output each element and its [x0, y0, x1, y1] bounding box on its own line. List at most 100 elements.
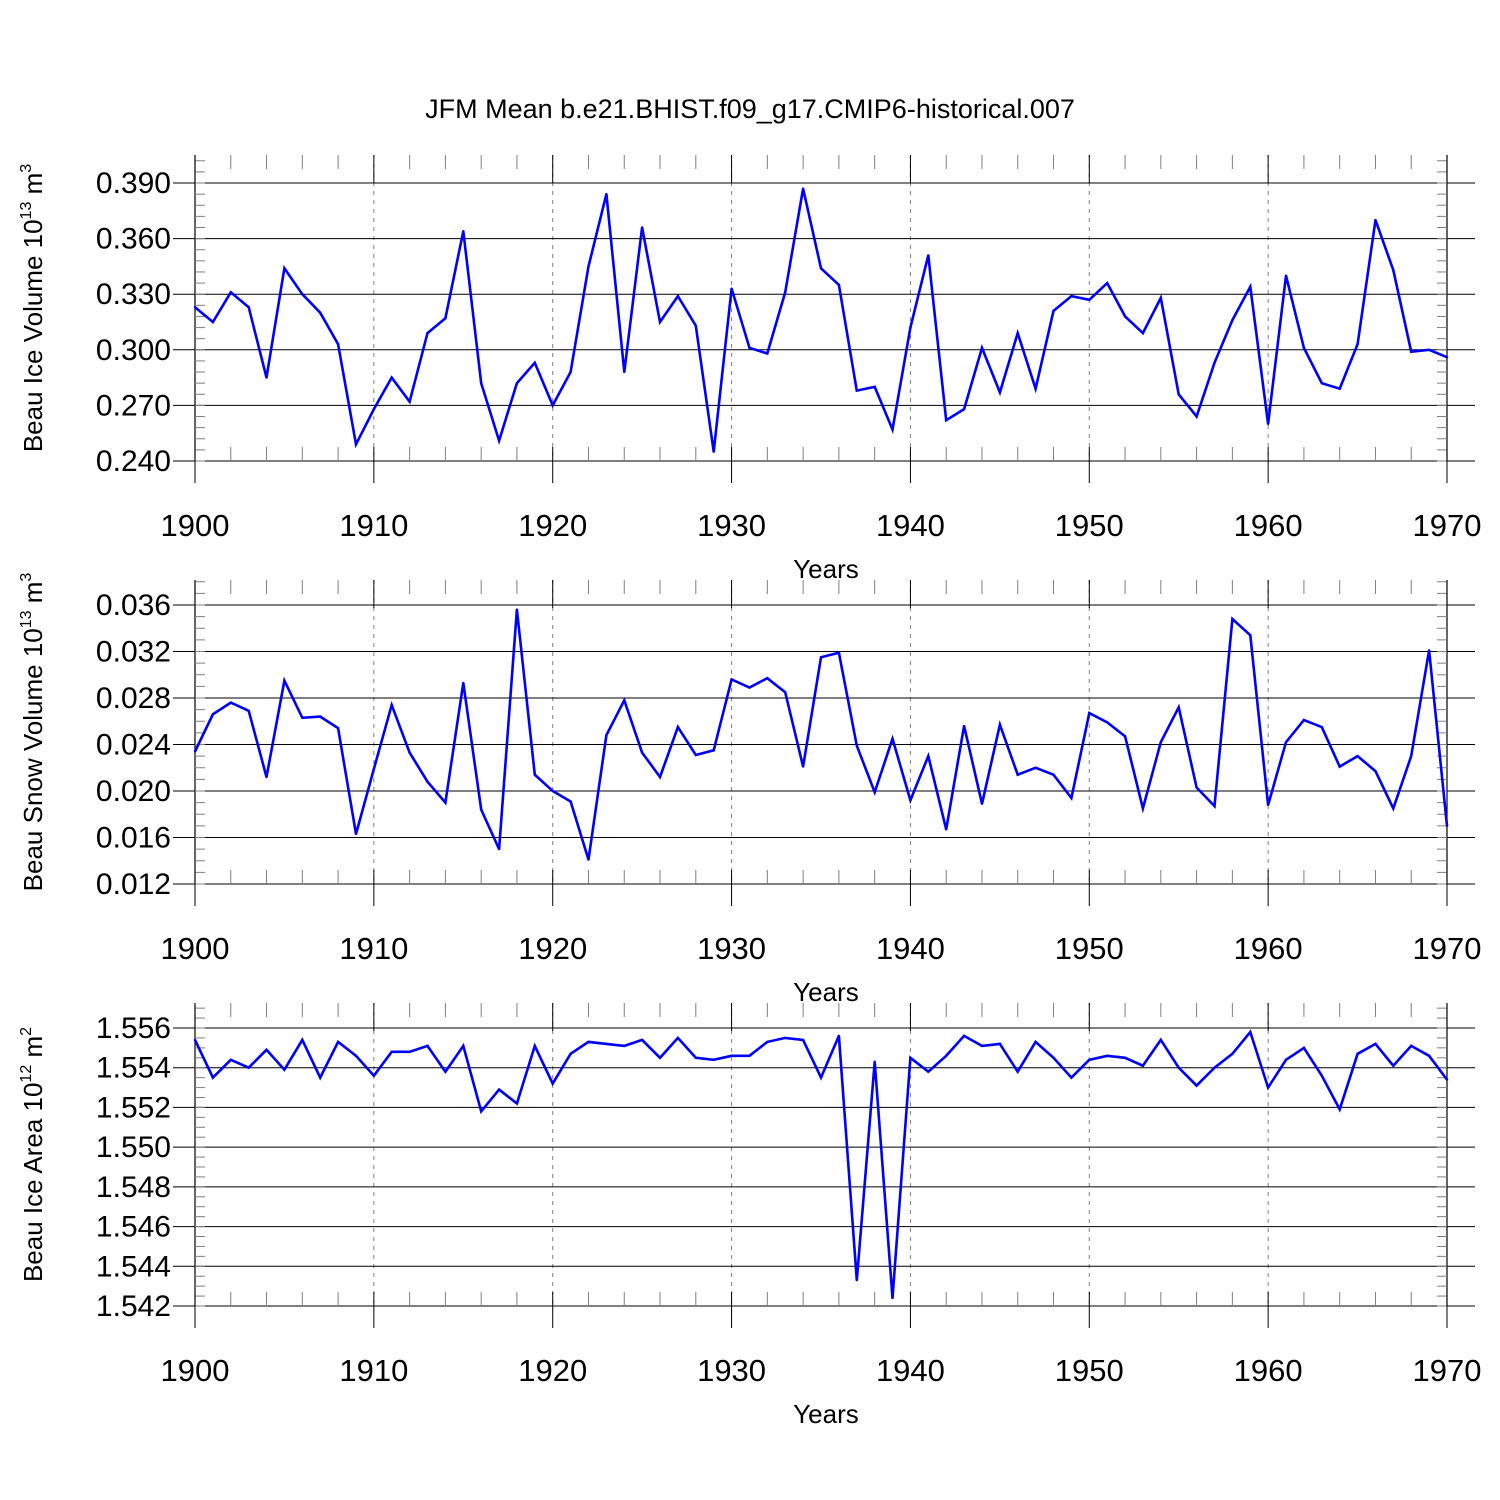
data-point: [283, 679, 286, 682]
data-point: [1445, 356, 1449, 359]
x-tick-label: 1940: [876, 508, 945, 543]
x-tick-label: 1900: [161, 508, 230, 543]
y-axis-label-superscript: 2: [18, 1027, 35, 1036]
data-point: [1231, 1052, 1234, 1056]
x-tick-label: 1930: [697, 1353, 766, 1388]
y-tick-label: 1.552: [96, 1091, 171, 1124]
data-point: [801, 187, 805, 190]
x-tick-label: 1970: [1413, 508, 1482, 543]
data-point: [945, 828, 948, 831]
data-point: [1088, 711, 1091, 715]
data-point: [1338, 765, 1341, 768]
data-point: [766, 352, 769, 355]
data-point: [1302, 346, 1306, 350]
data-point: [319, 311, 322, 314]
y-tick-label: 0.360: [96, 223, 171, 256]
data-point: [587, 265, 590, 268]
data-point: [265, 1048, 268, 1052]
data-point: [980, 802, 984, 805]
data-point: [283, 1068, 286, 1071]
data-point: [605, 192, 608, 196]
data-point: [426, 780, 429, 783]
data-point: [533, 773, 537, 776]
y-tick-label: 1.554: [96, 1052, 171, 1085]
y-tick-label: 0.032: [96, 636, 171, 669]
data-point: [1427, 649, 1431, 652]
data-point: [1374, 1042, 1377, 1046]
data-point: [497, 439, 501, 442]
data-point: [1034, 766, 1037, 769]
y-tick-label: 0.024: [96, 729, 171, 762]
data-point: [1177, 1066, 1180, 1069]
data-point: [1266, 803, 1270, 807]
data-point: [1105, 1054, 1109, 1058]
data-point: [247, 305, 250, 309]
data-point: [301, 716, 304, 719]
x-tick-label: 1910: [339, 1353, 408, 1388]
data-point: [1302, 718, 1306, 722]
data-point: [336, 1040, 340, 1044]
y-tick-label: 0.036: [96, 589, 171, 622]
series-line: [193, 1029, 1449, 1299]
y-tick-label: 0.390: [96, 167, 171, 200]
data-point: [784, 1036, 787, 1040]
y-tick-label: 0.020: [96, 775, 171, 808]
y-axis-label-text: m: [18, 582, 48, 611]
data-point: [515, 1102, 519, 1105]
data-point: [1410, 754, 1413, 758]
data-point: [1195, 1084, 1198, 1087]
data-point: [1088, 298, 1091, 301]
data-point: [354, 443, 358, 446]
data-point: [444, 1070, 447, 1073]
data-point: [1374, 218, 1377, 222]
x-tick-label: 1970: [1413, 1353, 1482, 1388]
data-point: [1284, 274, 1288, 277]
data-point: [390, 703, 393, 707]
x-tick-label: 1970: [1413, 931, 1482, 966]
x-tick-label: 1910: [339, 508, 408, 543]
data-point: [730, 287, 733, 290]
data-point: [962, 407, 966, 411]
x-tick-label: 1950: [1055, 1353, 1124, 1388]
data-point: [497, 1088, 501, 1091]
data-point: [1213, 804, 1216, 808]
data-point: [819, 1076, 823, 1079]
x-tick-label: 1900: [161, 931, 230, 966]
data-point: [748, 1054, 751, 1058]
series-line: [193, 609, 1449, 860]
y-tick-label: 0.300: [96, 334, 171, 367]
data-point: [283, 267, 286, 270]
data-point: [1231, 617, 1234, 621]
figure-title: JFM Mean b.e21.BHIST.f09_g17.CMIP6-histo…: [425, 94, 1075, 124]
data-point: [1123, 735, 1127, 738]
data-point: [819, 267, 823, 270]
x-tick-label: 1950: [1055, 931, 1124, 966]
data-point: [372, 407, 376, 411]
data-point: [712, 749, 715, 752]
data-point: [1266, 422, 1270, 426]
data-point: [354, 1054, 358, 1058]
data-point: [193, 750, 197, 753]
data-point: [336, 727, 340, 730]
data-point: [1070, 1076, 1073, 1079]
data-point: [229, 701, 232, 704]
data-point: [587, 858, 590, 861]
data-point: [319, 1076, 322, 1079]
x-tick-label: 1940: [876, 1353, 945, 1388]
data-point: [462, 1044, 465, 1048]
data-point: [891, 737, 894, 740]
x-tick-label: 1920: [518, 931, 587, 966]
y-axis-label-superscript: 13: [18, 202, 35, 220]
y-tick-label: 1.548: [96, 1171, 171, 1204]
data-point: [390, 376, 393, 379]
y-axis-label-superscript: 12: [18, 1065, 35, 1083]
data-point: [354, 832, 358, 836]
data-point: [891, 428, 894, 431]
x-tick-label: 1940: [876, 931, 945, 966]
data-point: [1052, 1056, 1055, 1059]
data-point: [426, 1044, 429, 1048]
data-point: [1445, 1078, 1449, 1081]
data-point: [533, 1044, 537, 1048]
data-point: [1159, 1038, 1163, 1042]
